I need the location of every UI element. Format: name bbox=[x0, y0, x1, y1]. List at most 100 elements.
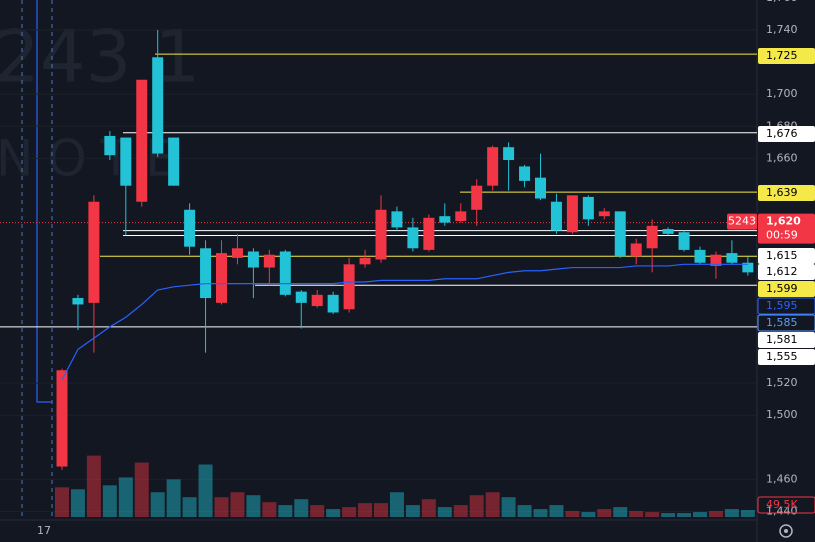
price-label-box bbox=[758, 349, 815, 365]
price-label: 1,639 bbox=[766, 186, 798, 199]
price-label-box bbox=[758, 185, 815, 201]
price-label-box bbox=[758, 126, 815, 142]
candle-body bbox=[630, 243, 642, 257]
volume-label-box bbox=[757, 496, 815, 514]
volume-bar bbox=[453, 505, 468, 517]
candle-body bbox=[279, 251, 291, 295]
price-label: 1,595 bbox=[766, 299, 798, 312]
volume-bar bbox=[517, 505, 532, 517]
price-label: 1,555 bbox=[766, 350, 798, 363]
volume-bar bbox=[102, 485, 117, 517]
candle-body bbox=[263, 254, 275, 268]
volume-bar bbox=[724, 509, 739, 517]
candle-body bbox=[56, 370, 68, 467]
volume-bar bbox=[358, 503, 373, 517]
price-label: 1,612 bbox=[766, 265, 798, 278]
volume-label: 49.5K bbox=[766, 498, 798, 511]
candle-body bbox=[566, 195, 578, 233]
candle-body bbox=[136, 79, 148, 202]
volume-bar bbox=[118, 477, 133, 517]
price-label-box bbox=[758, 264, 815, 280]
volume-bar bbox=[389, 492, 404, 517]
y-tick-label: 1,700 bbox=[766, 87, 798, 100]
volume-bar bbox=[421, 499, 436, 517]
candle-body bbox=[184, 209, 196, 247]
price-label: 1,725 bbox=[766, 49, 798, 62]
volume-bar bbox=[294, 499, 309, 517]
price-label-box bbox=[758, 332, 815, 348]
price-label-box bbox=[757, 314, 815, 332]
volume-bar bbox=[469, 495, 484, 517]
candle-body bbox=[216, 253, 227, 303]
volume-bar bbox=[740, 509, 755, 517]
candle-body bbox=[503, 147, 515, 161]
candle-body bbox=[407, 227, 419, 249]
candle-body bbox=[678, 232, 690, 250]
y-tick-label: 1,460 bbox=[766, 472, 798, 485]
price-label-box bbox=[758, 281, 815, 297]
y-tick-label: 1,740 bbox=[766, 23, 798, 36]
settings-dot[interactable] bbox=[784, 529, 788, 533]
countdown-label: 00:59 bbox=[766, 229, 798, 242]
volume-bar bbox=[134, 462, 149, 517]
ma-line bbox=[61, 263, 748, 381]
candle-body bbox=[311, 294, 323, 307]
y-tick-label: 1,500 bbox=[766, 408, 798, 421]
candle-body bbox=[726, 253, 738, 263]
volume-bar bbox=[198, 464, 213, 517]
candle-body bbox=[88, 201, 100, 303]
volume-bar bbox=[437, 507, 452, 517]
volume-bar bbox=[326, 509, 341, 517]
volume-bar bbox=[597, 509, 612, 517]
y-tick-label: 1,760 bbox=[766, 0, 798, 4]
volume-bar bbox=[613, 507, 628, 517]
candle-body bbox=[550, 201, 562, 231]
time-label: 17 bbox=[37, 524, 51, 537]
volume-bar bbox=[166, 479, 181, 517]
settings-ring[interactable] bbox=[779, 524, 793, 538]
watermark-text: 243 1 bbox=[0, 15, 200, 99]
candles bbox=[56, 30, 754, 470]
volume-bar bbox=[278, 505, 293, 517]
volume-bar bbox=[645, 512, 660, 517]
y-tick-label: 1,520 bbox=[766, 376, 798, 389]
volume-bar bbox=[182, 497, 197, 517]
price-label: 1,599 bbox=[766, 282, 798, 295]
symbol-label: 5243 bbox=[728, 215, 756, 228]
volume-bar bbox=[150, 492, 165, 517]
volume-bar bbox=[661, 513, 676, 517]
volume-bar bbox=[230, 492, 245, 517]
settings-icon[interactable] bbox=[779, 524, 793, 538]
volume-bar bbox=[86, 455, 101, 517]
volume-bar bbox=[581, 512, 596, 517]
volume-bar bbox=[55, 487, 69, 517]
volume-bar bbox=[501, 497, 516, 517]
candle-body bbox=[535, 177, 546, 199]
volume-bar bbox=[405, 505, 420, 517]
candle-body bbox=[359, 257, 371, 265]
volume-bar bbox=[342, 507, 357, 517]
volume-bar bbox=[214, 497, 229, 517]
candle-body bbox=[614, 211, 626, 257]
volume-bar bbox=[310, 505, 325, 517]
volume-bar bbox=[70, 489, 85, 517]
candle-body bbox=[120, 137, 132, 186]
candle-body bbox=[168, 137, 180, 186]
price-label: 1,585 bbox=[766, 316, 798, 329]
volume-bar bbox=[246, 495, 261, 517]
current-price-box bbox=[758, 213, 815, 244]
candle-body bbox=[598, 211, 610, 217]
price-label-box bbox=[758, 248, 815, 264]
candle-body bbox=[152, 57, 164, 154]
volume-bar bbox=[374, 503, 388, 517]
price-label: 1,581 bbox=[766, 333, 798, 346]
candle-body bbox=[231, 248, 243, 258]
candle-body bbox=[423, 217, 435, 250]
ma-start bbox=[36, 0, 52, 403]
y-tick-label: 1,440 bbox=[766, 504, 798, 517]
current-price-label: 1,620 bbox=[766, 215, 801, 228]
volume-bar bbox=[485, 492, 500, 517]
